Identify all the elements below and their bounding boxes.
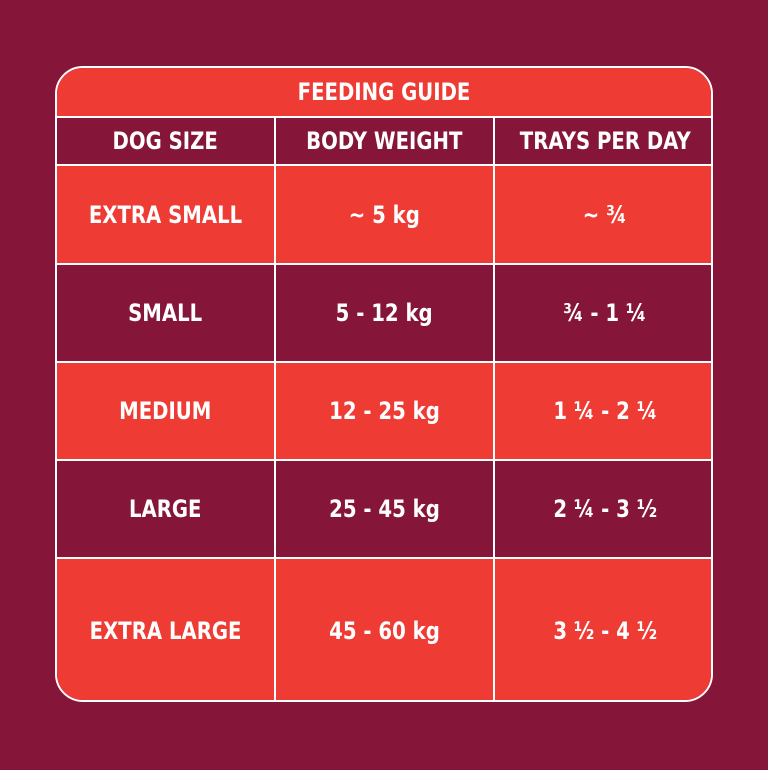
table-row: LARGE 25 - 45 kg 2 ¼ - 3 ½ bbox=[57, 459, 711, 559]
body-weight-cell: ~ 5 kg bbox=[274, 164, 495, 265]
trays-per-day-cell: 3 ½ - 4 ½ bbox=[493, 557, 711, 700]
dog-size-cell: LARGE bbox=[57, 459, 276, 559]
feeding-guide-title-text: FEEDING GUIDE bbox=[297, 77, 471, 106]
body-weight-cell: 45 - 60 kg bbox=[274, 557, 495, 700]
trays-per-day-cell: 2 ¼ - 3 ½ bbox=[493, 459, 711, 559]
body-weight-cell: 5 - 12 kg bbox=[274, 263, 495, 363]
column-header-trays-per-day: TRAYS PER DAY bbox=[493, 118, 711, 166]
table-row: MEDIUM 12 - 25 kg 1 ¼ - 2 ¼ bbox=[57, 361, 711, 461]
trays-per-day-cell: 1 ¼ - 2 ¼ bbox=[493, 361, 711, 461]
feeding-guide-header: FEEDING GUIDE bbox=[57, 68, 711, 118]
table-row: EXTRA SMALL ~ 5 kg ~ ¾ bbox=[57, 164, 711, 265]
feeding-guide-card: FEEDING GUIDE DOG SIZE BODY WEIGHT TRAYS… bbox=[55, 66, 713, 702]
trays-per-day-cell: ¾ - 1 ¼ bbox=[493, 263, 711, 363]
table-row: EXTRA LARGE 45 - 60 kg 3 ½ - 4 ½ bbox=[57, 557, 711, 700]
column-header-dog-size: DOG SIZE bbox=[57, 118, 276, 166]
dog-size-cell: EXTRA SMALL bbox=[57, 164, 276, 265]
dog-size-cell: SMALL bbox=[57, 263, 276, 363]
table-row: SMALL 5 - 12 kg ¾ - 1 ¼ bbox=[57, 263, 711, 363]
dog-size-cell: EXTRA LARGE bbox=[57, 557, 276, 700]
dog-size-cell: MEDIUM bbox=[57, 361, 276, 461]
body-weight-cell: 25 - 45 kg bbox=[274, 459, 495, 559]
table-header-row: DOG SIZE BODY WEIGHT TRAYS PER DAY bbox=[57, 118, 711, 166]
feeding-guide-table: DOG SIZE BODY WEIGHT TRAYS PER DAY EXTRA… bbox=[57, 118, 711, 700]
feeding-guide-title: FEEDING GUIDE bbox=[116, 68, 652, 115]
column-header-body-weight: BODY WEIGHT bbox=[274, 118, 495, 166]
body-weight-cell: 12 - 25 kg bbox=[274, 361, 495, 461]
trays-per-day-cell: ~ ¾ bbox=[493, 164, 711, 265]
